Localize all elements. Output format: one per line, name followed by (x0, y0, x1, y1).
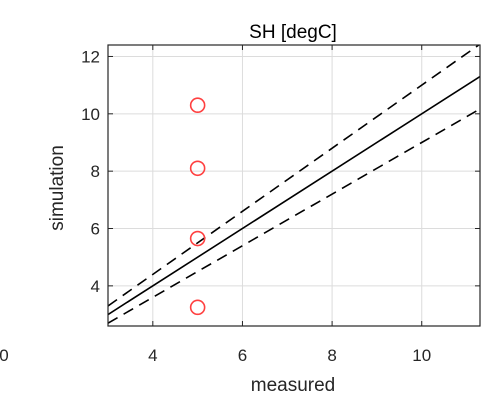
dashed-bound-line (108, 108, 480, 324)
data-points (189, 97, 206, 316)
data-point (189, 160, 206, 177)
y-axis-label: simulation (47, 145, 68, 231)
y-tick-label: 12 (81, 47, 100, 66)
x-tick-label: 4 (148, 346, 157, 365)
y-tick-label: 4 (91, 277, 100, 296)
x-tick-label: 6 (238, 346, 247, 365)
plot-frame (107, 44, 481, 327)
identity-line (108, 75, 480, 316)
x-tick-label: 10 (412, 346, 431, 365)
x-tick-label: 8 (327, 346, 336, 365)
y-axis-ticks: 4 6 8 10 12 (81, 47, 480, 296)
x-axis-label: measured (251, 375, 336, 396)
data-point (189, 230, 206, 247)
dashed-bound-line (108, 45, 480, 307)
reference-lines (108, 45, 480, 324)
x-axis-ticks: 4 6 8 10 (148, 45, 431, 365)
clipped-x-tick-label: 0 (0, 346, 9, 365)
y-tick-label: 10 (81, 105, 100, 124)
chart-title: SH [degC] (249, 22, 337, 43)
grid (108, 45, 480, 326)
data-point (189, 97, 206, 114)
y-tick-label: 8 (91, 162, 100, 181)
y-tick-label: 6 (91, 220, 100, 239)
data-point (189, 299, 206, 316)
